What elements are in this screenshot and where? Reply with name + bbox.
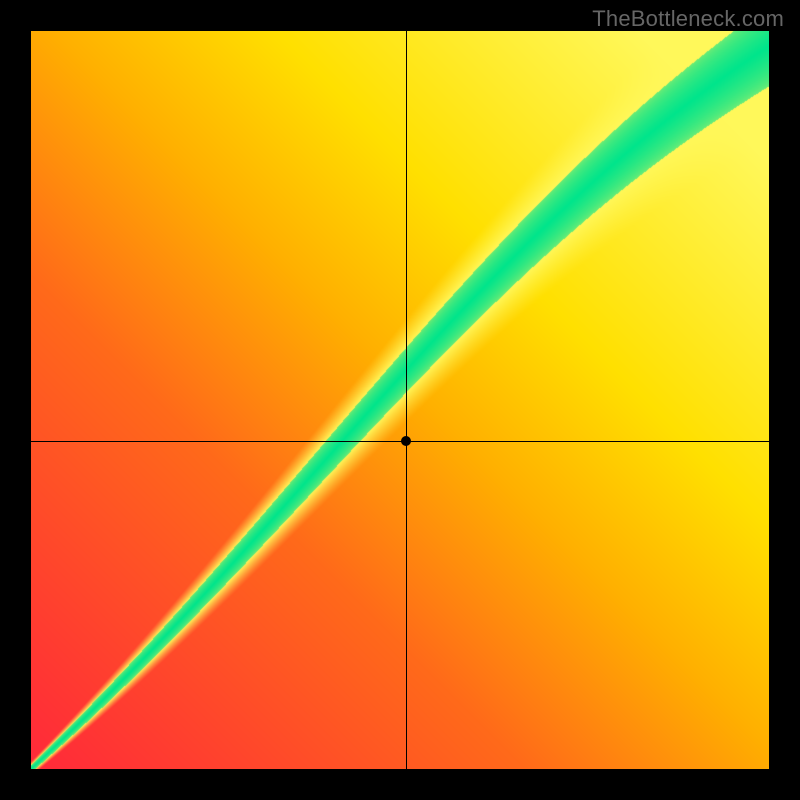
chart-container: TheBottleneck.com <box>0 0 800 800</box>
bottleneck-heatmap <box>31 31 769 769</box>
watermark-text: TheBottleneck.com <box>592 6 784 32</box>
crosshair-vertical <box>406 31 407 769</box>
crosshair-marker-dot <box>401 436 411 446</box>
